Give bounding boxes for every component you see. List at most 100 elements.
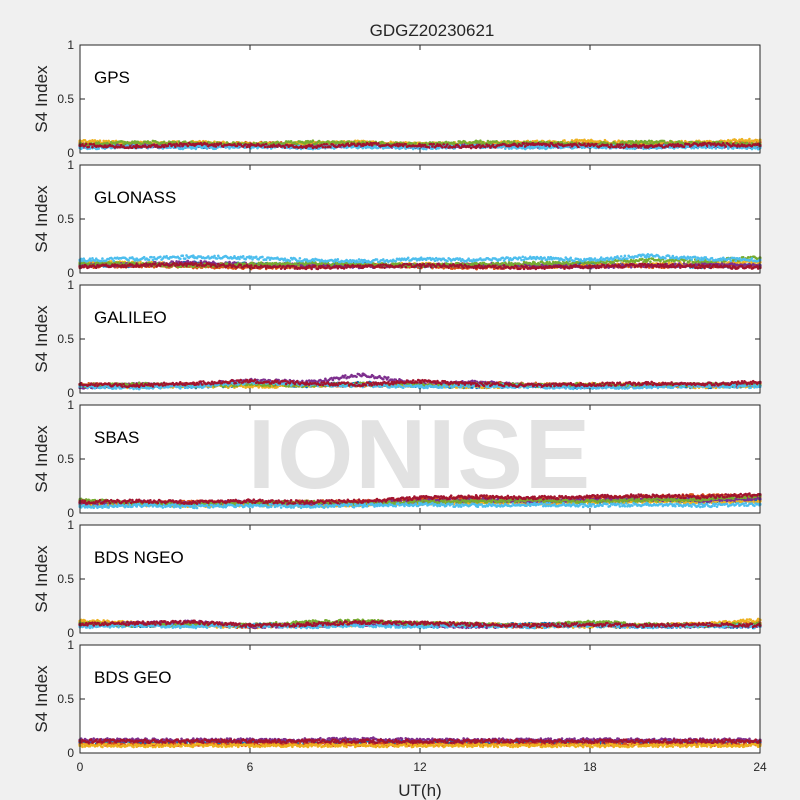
data-point [701, 142, 705, 146]
data-point [618, 143, 622, 146]
data-point [244, 143, 247, 146]
data-point [121, 140, 124, 143]
data-point [431, 145, 434, 148]
data-point [704, 146, 708, 150]
data-point [87, 145, 91, 149]
data-point [418, 143, 422, 148]
data-point [305, 144, 309, 149]
data-point [325, 142, 328, 146]
data-point [320, 143, 323, 147]
data-point [745, 147, 749, 151]
data-point [174, 145, 177, 148]
data-point [671, 143, 675, 146]
data-point [322, 143, 326, 146]
data-point [97, 147, 100, 150]
data-point [563, 139, 566, 142]
data-point [645, 140, 649, 144]
data-point [357, 146, 361, 149]
data-point [531, 142, 535, 146]
data-point [84, 142, 88, 146]
data-point [714, 147, 718, 150]
data-point [91, 145, 94, 149]
data-point [361, 142, 365, 146]
data-point [647, 139, 651, 143]
plot-area [80, 45, 760, 153]
y-tick-label: 1 [67, 38, 74, 52]
figure-title: GDGZ20230621 [370, 21, 495, 40]
data-point [404, 142, 408, 146]
data-point [429, 142, 433, 146]
data-point [486, 139, 490, 143]
data-point [422, 147, 426, 151]
data-point [645, 144, 649, 149]
data-point [214, 147, 218, 150]
data-point [427, 145, 431, 149]
data-point [588, 143, 592, 148]
y-tick-label: 0.5 [57, 92, 74, 106]
data-point [317, 139, 321, 143]
data-point [283, 146, 287, 149]
data-point [724, 145, 728, 148]
data-point [264, 142, 268, 146]
data-point [321, 145, 325, 149]
data-point [248, 143, 252, 148]
data-point [310, 144, 313, 147]
data-point [468, 144, 472, 147]
data-point [531, 146, 535, 150]
data-point [205, 142, 209, 146]
data-point [146, 140, 150, 143]
data-point [395, 142, 399, 146]
data-point [748, 137, 751, 141]
data-point [583, 142, 586, 146]
data-point [690, 140, 693, 144]
data-point [705, 144, 709, 147]
data-point [172, 143, 176, 146]
data-point [512, 140, 516, 143]
data-point [305, 140, 309, 144]
data-point [720, 144, 724, 147]
data-point [682, 145, 686, 148]
data-point [329, 145, 332, 149]
data-point [262, 143, 266, 146]
data-point [205, 147, 209, 150]
data-point [729, 141, 733, 145]
data-point [621, 143, 624, 146]
data-point [324, 145, 327, 149]
data-point [162, 140, 166, 144]
data-point [708, 146, 711, 149]
data-point [614, 145, 618, 149]
data-point [628, 140, 632, 143]
data-point [219, 142, 223, 145]
data-point [504, 147, 507, 150]
data-point [523, 144, 527, 148]
data-point [477, 143, 481, 147]
data-point [263, 145, 267, 149]
data-point [629, 142, 633, 146]
data-point [676, 142, 680, 146]
data-point [135, 140, 139, 144]
data-point [608, 146, 612, 149]
data-point [191, 142, 195, 146]
data-point [442, 143, 445, 146]
data-point [214, 145, 218, 148]
data-point [548, 144, 551, 148]
data-point [213, 142, 216, 146]
data-point [555, 145, 559, 148]
data-point [89, 143, 93, 146]
data-point [311, 139, 315, 143]
y-axis-label: S4 Index [32, 65, 51, 133]
data-point [692, 146, 696, 150]
data-point [135, 144, 139, 149]
data-point [446, 143, 449, 146]
data-point [633, 147, 637, 151]
data-point [576, 145, 580, 149]
data-point [289, 140, 293, 143]
data-point [642, 143, 645, 147]
data-point [441, 145, 444, 149]
data-point [432, 142, 436, 146]
panel-label: GPS [94, 68, 130, 87]
data-point [376, 142, 380, 145]
